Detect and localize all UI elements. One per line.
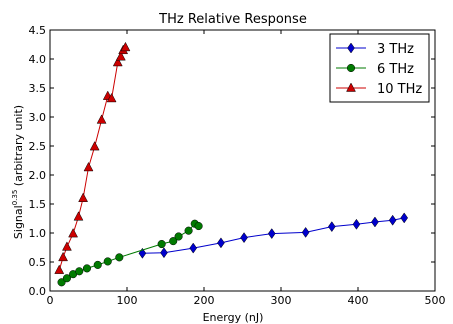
chart-title: THz Relative Response xyxy=(158,12,307,27)
x-tick-label: 0 xyxy=(47,294,54,307)
x-tick-label: 100 xyxy=(117,294,138,307)
y-axis-label-exponent: 0.35 xyxy=(11,190,19,206)
data-point-10-thz xyxy=(78,192,89,202)
plot-frame xyxy=(49,29,436,292)
data-point-6-thz xyxy=(57,278,66,287)
data-point-6-thz xyxy=(93,260,102,269)
data-point-6-thz xyxy=(184,226,193,235)
y-tick-label: 2.0 xyxy=(29,169,47,182)
data-point-10-thz xyxy=(96,114,107,124)
y-tick-label: 4.5 xyxy=(29,24,47,37)
data-point-3-thz xyxy=(328,221,336,233)
y-axis-label-main: Signal xyxy=(12,205,25,239)
legend: 3 THz 6 THz 10 THz xyxy=(329,33,430,103)
y-tick-label: 0.5 xyxy=(29,256,47,269)
data-point-10-thz xyxy=(58,251,69,262)
x-tick-label: 200 xyxy=(194,294,215,307)
series-layer xyxy=(54,41,409,287)
data-point-3-thz xyxy=(400,212,409,224)
legend-marker xyxy=(347,42,355,54)
data-point-6-thz xyxy=(75,267,84,276)
y-tick-label: 3.0 xyxy=(29,111,47,124)
data-point-10-thz xyxy=(83,161,94,172)
data-point-3-thz xyxy=(301,226,310,238)
data-point-10-thz xyxy=(120,41,131,52)
series-3-thz xyxy=(138,212,409,259)
data-point-10-thz xyxy=(115,51,126,61)
legend-marker xyxy=(346,63,356,73)
y-axis-label-unit: (arbitrary unit) xyxy=(12,105,25,190)
y-tick-label: 1.5 xyxy=(29,198,47,211)
data-point-10-thz xyxy=(73,211,84,221)
data-point-3-thz xyxy=(371,216,379,228)
data-point-6-thz xyxy=(115,253,124,262)
x-tick-label: 400 xyxy=(348,294,369,307)
data-point-6-thz xyxy=(103,257,112,266)
data-point-6-thz xyxy=(157,239,166,249)
legend-box xyxy=(329,33,430,103)
legend-marker xyxy=(346,82,356,92)
y-tick-label: 4.0 xyxy=(29,53,47,66)
data-point-3-thz xyxy=(388,214,397,226)
data-point-3-thz xyxy=(217,237,225,249)
data-point-6-thz xyxy=(82,264,92,273)
axis-ticks: 0 100 200 300 400 500 0.0 0.5 1.0 1.5 2.0 2.5 3.0 3.5… xyxy=(29,24,446,307)
y-tick-label: 2.5 xyxy=(29,140,47,153)
legend-label: 10 THz xyxy=(377,82,422,97)
series-6-thz xyxy=(57,219,203,287)
y-tick-label: 3.5 xyxy=(29,82,47,95)
y-axis-label: Signal0.35 (arbitrary unit) xyxy=(11,105,25,239)
data-point-10-thz xyxy=(68,228,79,238)
y-tick-label: 1.0 xyxy=(29,227,47,240)
data-point-6-thz xyxy=(174,232,183,241)
series-10-thz xyxy=(54,41,131,274)
legend-label: 3 THz xyxy=(377,42,414,57)
data-point-10-thz xyxy=(62,241,72,251)
data-point-10-thz xyxy=(112,56,123,67)
data-point-6-thz xyxy=(169,237,178,246)
data-point-10-thz xyxy=(106,92,117,103)
x-tick-label: 500 xyxy=(425,294,446,307)
x-tick-label: 300 xyxy=(271,294,292,307)
data-point-6-thz xyxy=(194,221,203,231)
legend-label: 6 THz xyxy=(377,62,414,77)
x-axis-label: Energy (nJ) xyxy=(203,311,264,324)
data-point-10-thz xyxy=(54,264,65,274)
data-point-3-thz xyxy=(352,218,361,230)
data-point-3-thz xyxy=(267,228,276,240)
data-point-3-thz xyxy=(189,242,198,254)
data-point-3-thz xyxy=(160,247,168,259)
y-tick-label: 0.0 xyxy=(29,285,47,298)
data-point-10-thz xyxy=(89,141,100,151)
data-point-6-thz xyxy=(62,274,71,283)
data-point-3-thz xyxy=(240,232,248,244)
